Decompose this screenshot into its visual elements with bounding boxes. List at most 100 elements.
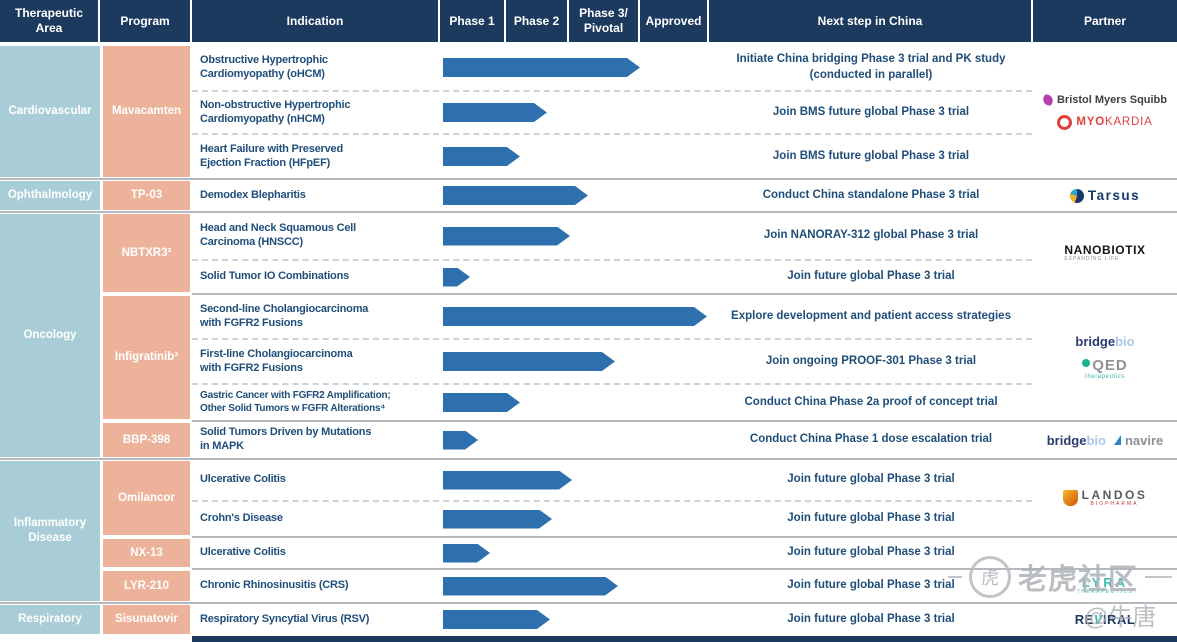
indication-label: Chronic Rhinosinusitis (CRS): [200, 579, 349, 592]
watermark-handle: @牛唐: [1084, 604, 1157, 631]
indication-label: Gastric Cancer with FGFR2 Amplification;…: [200, 390, 391, 414]
phase-track: [440, 569, 709, 603]
partner-logo-myokardia: MYOKARDIA: [1057, 114, 1152, 130]
phase-track: [440, 421, 709, 459]
next-step-cell: Conduct China Phase 1 dose escalation tr…: [709, 421, 1033, 459]
partner-logo-label: QED: [1092, 356, 1128, 374]
partner-logo-landos: LANDOS BIOPHARMA: [1062, 488, 1148, 508]
tiger-icon: 虎: [969, 556, 1011, 598]
column-header-label: Phase 1: [449, 13, 495, 28]
column-header-label: Therapeutic Area: [14, 6, 83, 35]
indication-cell: Non-obstructive Hypertrophic Cardiomyopa…: [192, 91, 440, 134]
partner-logo-label: NANOBIOTIX: [1064, 242, 1146, 257]
next-step-label: Initiate China bridging Phase 3 trial an…: [736, 52, 1006, 81]
partner-logo-tagline: EXPANDING LIFE: [1064, 255, 1120, 262]
bottom-bar: [192, 636, 1177, 642]
row-separator-dashed: [192, 338, 1032, 340]
program-label: Mavacamten: [111, 105, 182, 118]
phase-track: [440, 212, 709, 260]
group-separator-line: [192, 293, 1177, 295]
program-label: NX-13: [130, 546, 163, 559]
phase-track: [440, 91, 709, 134]
next-step-label: Join future global Phase 3 trial: [787, 612, 955, 625]
group-separator-line: [192, 536, 1177, 538]
phase-arrow: [443, 147, 520, 166]
phase-arrow: [443, 227, 570, 246]
logo-text-light: bio: [1086, 432, 1106, 448]
next-step-cell: Conduct China Phase 2a proof of concept …: [709, 384, 1033, 421]
therapeutic-area-cell-ophthalmology: Ophthalmology: [0, 181, 100, 210]
column-header-6: Phase 3/ Pivotal: [569, 0, 638, 42]
therapeutic-area-cell-oncology: Oncology: [0, 214, 100, 457]
partner-logo-tagline: BIOPHARMA: [1090, 500, 1139, 507]
partner-logo-label: bridgebio: [1047, 433, 1106, 448]
indication-label: Head and Neck Squamous Cell Carcinoma (H…: [200, 222, 356, 248]
therapeutic-area-label: Oncology: [23, 329, 77, 342]
logo-text-post: IRAL: [1102, 612, 1136, 627]
partner-cell: bridgebio navire: [1033, 421, 1177, 459]
phase-track: [440, 294, 709, 339]
program-cell-nbtxr3-: NBTXR3²: [103, 214, 190, 292]
indication-label: Demodex Blepharitis: [200, 188, 306, 201]
next-step-label: Join future global Phase 3 trial: [787, 473, 955, 486]
watermark-community-text: 老虎社区: [1018, 564, 1139, 596]
indication-cell: Chronic Rhinosinusitis (CRS): [192, 569, 440, 603]
phase-arrow: [443, 58, 640, 77]
column-header-label: Partner: [1083, 13, 1127, 28]
partner-logo-lyra: LYRA THERAPEUTICS: [1077, 575, 1134, 596]
column-header-2: Program: [100, 0, 190, 42]
partner-logo-tarsus: Tarsus: [1069, 188, 1140, 203]
program-label: BBP-398: [122, 433, 171, 446]
indication-label: Obstructive Hypertrophic Cardiomyopathy …: [200, 53, 328, 80]
logo-text-bold: bridge: [1046, 432, 1087, 448]
program-cell-infigratinib-: Infigratinib³: [103, 296, 190, 419]
group-separator-line: [0, 178, 1177, 180]
column-header-8: Next step in China: [709, 0, 1031, 42]
indication-cell: Second-line Cholangiocarcinoma with FGFR…: [192, 294, 440, 339]
row-separator-dashed: [192, 500, 1032, 502]
program-label: TP-03: [130, 189, 163, 202]
row-separator-dashed: [192, 259, 1032, 261]
next-step-label: Join future global Phase 3 trial: [787, 270, 955, 283]
next-step-label: Join future global Phase 3 trial: [787, 512, 955, 525]
logo-check-v: V: [1093, 612, 1103, 627]
next-step-cell: Join future global Phase 3 trial: [709, 260, 1033, 294]
phase-track: [440, 603, 709, 636]
phase-arrow: [443, 471, 572, 490]
program-label: LYR-210: [124, 579, 169, 592]
indication-label: Second-line Cholangiocarcinoma with FGFR…: [200, 302, 369, 329]
indication-cell: Ulcerative Colitis: [192, 537, 440, 569]
partner-logo-label: navire: [1124, 432, 1164, 448]
partner-logo-nanobiotix: NANOBIOTIX EXPANDING LIFE: [1064, 242, 1146, 263]
phase-track: [440, 384, 709, 421]
row-separator-dashed: [192, 383, 1032, 385]
program-cell-nx-13: NX-13: [103, 539, 190, 567]
phase-arrow: [443, 510, 552, 529]
navire-sail-icon: [1113, 435, 1121, 445]
group-separator-line: [192, 420, 1177, 422]
partner-cell: REVIRAL: [1033, 603, 1177, 636]
column-header-7: Approved: [640, 0, 707, 42]
column-header-5: Phase 2: [506, 0, 567, 42]
phase-track: [440, 537, 709, 569]
logo-text-rest: KARDIA: [1104, 116, 1153, 128]
myokardia-circle-icon: [1057, 114, 1073, 130]
indication-label: First-line Cholangiocarcinoma with FGFR2…: [200, 347, 353, 374]
column-header-1: Therapeutic Area: [0, 0, 98, 42]
next-step-cell: Join BMS future global Phase 3 trial: [709, 134, 1033, 179]
indication-label: Crohn's Disease: [200, 512, 283, 525]
indication-cell: Obstructive Hypertrophic Cardiomyopathy …: [192, 44, 440, 91]
program-label: Sisunatovir: [115, 613, 178, 626]
partner-logo-label: bridgebio: [1075, 334, 1134, 349]
qed-dot-icon: [1082, 358, 1091, 367]
partner-logo-label: MYOKARDIA: [1076, 116, 1152, 128]
next-step-cell: Initiate China bridging Phase 3 trial an…: [709, 44, 1033, 91]
therapeutic-area-label: Ophthalmology: [7, 189, 93, 202]
therapeutic-area-label: Respiratory: [18, 613, 82, 626]
program-cell-omilancor: Omilancor: [103, 461, 190, 535]
phase-arrow: [443, 393, 520, 412]
partner-cell: bridgebio QED therapeutics: [1033, 294, 1177, 421]
therapeutic-area-label: Cardiovascular: [8, 105, 92, 118]
column-header-9: Partner: [1033, 0, 1177, 42]
